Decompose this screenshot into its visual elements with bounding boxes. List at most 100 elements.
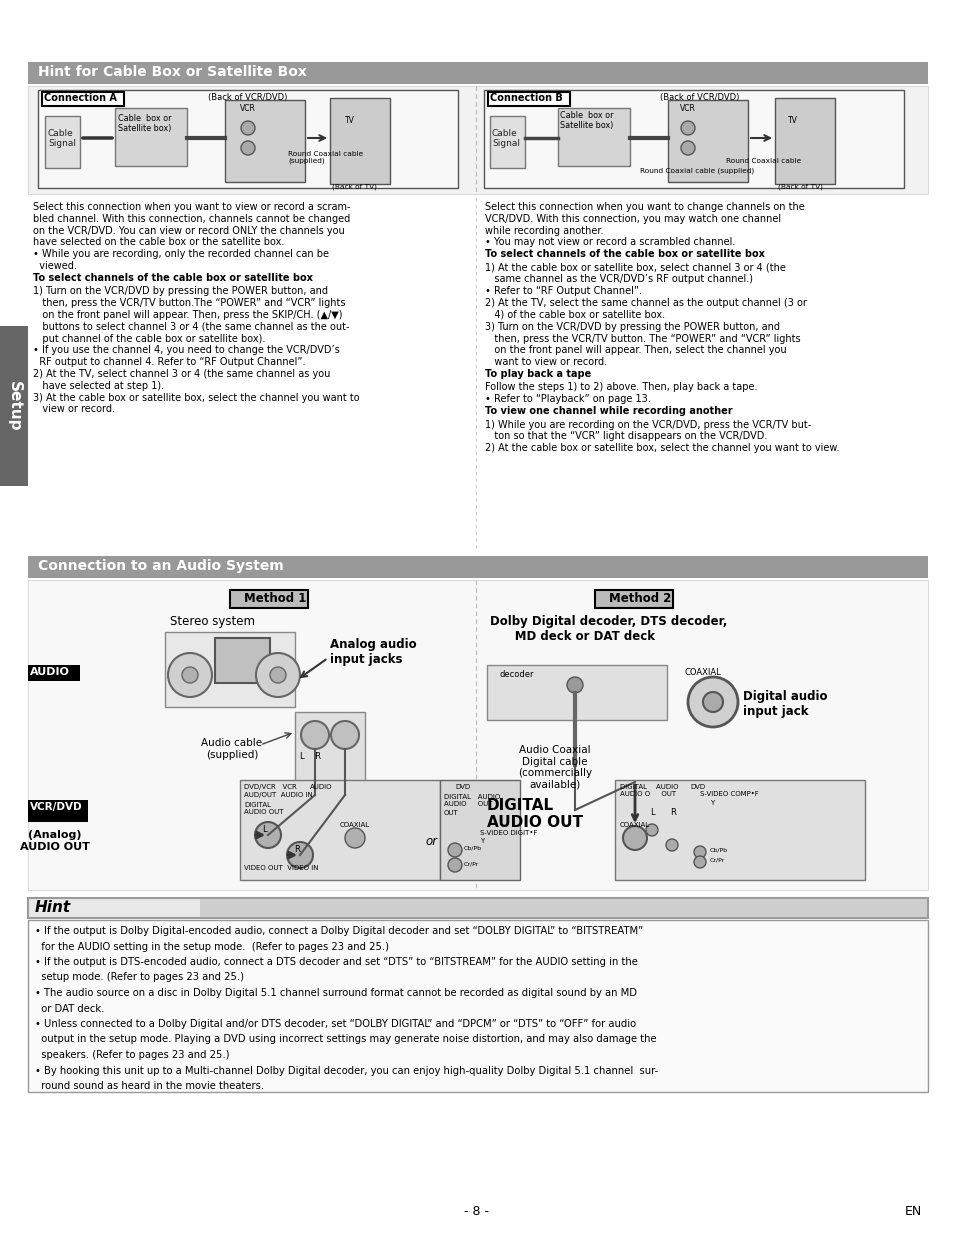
Text: decoder: decoder bbox=[499, 671, 534, 679]
Text: • Refer to “Playback” on page 13.: • Refer to “Playback” on page 13. bbox=[484, 394, 650, 404]
Text: COAXIAL: COAXIAL bbox=[619, 823, 649, 827]
Circle shape bbox=[680, 141, 695, 156]
Bar bbox=[28, 664, 80, 680]
Circle shape bbox=[622, 826, 646, 850]
Circle shape bbox=[665, 839, 678, 851]
Text: L: L bbox=[262, 825, 266, 834]
Text: - 8 -: - 8 - bbox=[464, 1205, 489, 1218]
Text: Audio cable
(supplied): Audio cable (supplied) bbox=[201, 739, 262, 760]
Text: same channel as the VCR/DVD’s RF output channel.): same channel as the VCR/DVD’s RF output … bbox=[484, 274, 752, 284]
Circle shape bbox=[693, 856, 705, 868]
Bar bbox=[330, 98, 390, 184]
Text: 1) Turn on the VCR/DVD by pressing the POWER button, and: 1) Turn on the VCR/DVD by pressing the P… bbox=[33, 287, 328, 296]
Text: (Analog)
AUDIO OUT: (Analog) AUDIO OUT bbox=[20, 830, 90, 852]
Bar bbox=[230, 590, 308, 608]
Text: on the front panel will appear. Then, select the channel you: on the front panel will appear. Then, se… bbox=[484, 346, 786, 356]
Text: Cr/Pr: Cr/Pr bbox=[463, 861, 478, 866]
Text: • Refer to “RF Output Channel”.: • Refer to “RF Output Channel”. bbox=[484, 287, 641, 296]
Text: AUDIO: AUDIO bbox=[310, 784, 333, 790]
Bar bbox=[200, 898, 927, 918]
Text: • The audio source on a disc in Dolby Digital 5.1 channel surround format cannot: • The audio source on a disc in Dolby Di… bbox=[35, 988, 637, 998]
Circle shape bbox=[645, 824, 658, 836]
Text: S-VIDEO COMP•F: S-VIDEO COMP•F bbox=[700, 790, 758, 797]
Text: Cable  box or
Satellite box): Cable box or Satellite box) bbox=[118, 114, 172, 133]
Bar bbox=[439, 781, 519, 881]
Text: Connection A: Connection A bbox=[44, 93, 117, 103]
Bar bbox=[615, 781, 864, 881]
Text: Cb/Pb: Cb/Pb bbox=[463, 846, 481, 851]
Text: 3) At the cable box or satellite box, select the channel you want to: 3) At the cable box or satellite box, se… bbox=[33, 393, 359, 403]
Text: To select channels of the cable box or satellite box: To select channels of the cable box or s… bbox=[484, 249, 764, 259]
Bar bbox=[490, 116, 524, 168]
Text: RF output to channel 4. Refer to “RF Output Channel”.: RF output to channel 4. Refer to “RF Out… bbox=[33, 357, 305, 367]
Text: Hint for Cable Box or Satellite Box: Hint for Cable Box or Satellite Box bbox=[38, 65, 307, 79]
Text: L    R: L R bbox=[299, 752, 320, 761]
Text: AUDIO O     OUT: AUDIO O OUT bbox=[619, 790, 676, 797]
Text: Select this connection when you want to view or record a scram-: Select this connection when you want to … bbox=[33, 203, 350, 212]
Text: 2) At the cable box or satellite box, select the channel you want to view.: 2) At the cable box or satellite box, se… bbox=[484, 443, 839, 453]
Text: • Unless connected to a Dolby Digital and/or DTS decoder, set “DOLBY DIGITAL” an: • Unless connected to a Dolby Digital an… bbox=[35, 1019, 636, 1029]
Text: L: L bbox=[649, 808, 654, 818]
Text: for the AUDIO setting in the setup mode.  (Refer to pages 23 and 25.): for the AUDIO setting in the setup mode.… bbox=[35, 941, 389, 951]
Text: To select channels of the cable box or satellite box: To select channels of the cable box or s… bbox=[33, 273, 313, 283]
Text: 2) At the TV, select the same channel as the output channel (3 or: 2) At the TV, select the same channel as… bbox=[484, 298, 806, 308]
Text: AUDIO OUT: AUDIO OUT bbox=[244, 809, 283, 815]
Text: or DAT deck.: or DAT deck. bbox=[35, 1004, 104, 1014]
Text: Cb/Pb: Cb/Pb bbox=[709, 848, 727, 853]
Circle shape bbox=[448, 858, 461, 872]
Text: Dolby Digital decoder, DTS decoder,
      MD deck or DAT deck: Dolby Digital decoder, DTS decoder, MD d… bbox=[490, 615, 726, 643]
Bar bbox=[225, 100, 305, 182]
Text: • If you use the channel 4, you need to change the VCR/DVD’s: • If you use the channel 4, you need to … bbox=[33, 346, 339, 356]
Text: want to view or record.: want to view or record. bbox=[484, 357, 606, 367]
Text: 4) of the cable box or satellite box.: 4) of the cable box or satellite box. bbox=[484, 310, 664, 320]
Bar bbox=[214, 638, 270, 683]
Text: Round Coaxial cable
(supplied): Round Coaxial cable (supplied) bbox=[288, 151, 363, 164]
Text: To view one channel while recording another: To view one channel while recording anot… bbox=[484, 406, 732, 416]
Text: R: R bbox=[669, 808, 675, 818]
Bar bbox=[28, 556, 927, 578]
Circle shape bbox=[702, 692, 722, 713]
Text: Audio Coaxial
Digital cable
(commercially
available): Audio Coaxial Digital cable (commerciall… bbox=[517, 745, 592, 790]
Text: then, press the VCR/TV button. The “POWER” and “VCR” lights: then, press the VCR/TV button. The “POWE… bbox=[484, 333, 800, 343]
Bar bbox=[667, 100, 747, 182]
Text: while recording another.: while recording another. bbox=[484, 226, 603, 236]
Circle shape bbox=[255, 653, 299, 697]
Bar bbox=[28, 580, 927, 890]
Text: Cable  box or
Satellite box): Cable box or Satellite box) bbox=[559, 111, 613, 131]
Text: DIGITAL   AUDIO: DIGITAL AUDIO bbox=[443, 794, 499, 800]
Text: Follow the steps 1) to 2) above. Then, play back a tape.: Follow the steps 1) to 2) above. Then, p… bbox=[484, 383, 757, 393]
Text: output in the setup mode. Playing a DVD using incorrect settings may generate no: output in the setup mode. Playing a DVD … bbox=[35, 1035, 656, 1045]
Circle shape bbox=[168, 653, 212, 697]
Text: AUDIO: AUDIO bbox=[30, 667, 70, 677]
Text: view or record.: view or record. bbox=[33, 404, 115, 414]
Text: Analog audio
input jacks: Analog audio input jacks bbox=[330, 638, 416, 666]
Circle shape bbox=[448, 844, 461, 857]
Text: viewed.: viewed. bbox=[33, 261, 77, 270]
Bar bbox=[28, 898, 927, 918]
Text: DVD: DVD bbox=[689, 784, 704, 790]
Bar bbox=[28, 62, 927, 84]
Bar bbox=[38, 90, 457, 188]
Text: • While you are recording, only the recorded channel can be: • While you are recording, only the reco… bbox=[33, 249, 329, 259]
Text: TV: TV bbox=[345, 116, 355, 125]
Bar bbox=[558, 107, 629, 165]
Bar bbox=[28, 86, 927, 194]
Text: To play back a tape: To play back a tape bbox=[484, 369, 591, 379]
Bar bbox=[42, 91, 124, 106]
Circle shape bbox=[287, 842, 313, 868]
Text: Setup: Setup bbox=[7, 380, 22, 431]
Text: EN: EN bbox=[904, 1205, 922, 1218]
Text: Select this connection when you want to change channels on the: Select this connection when you want to … bbox=[484, 203, 804, 212]
Text: Hint: Hint bbox=[35, 900, 71, 915]
Text: R: R bbox=[294, 845, 299, 853]
Circle shape bbox=[270, 667, 286, 683]
Circle shape bbox=[693, 846, 705, 858]
Text: VCR: VCR bbox=[240, 104, 255, 112]
Text: Connection to an Audio System: Connection to an Audio System bbox=[38, 559, 283, 573]
Circle shape bbox=[241, 121, 254, 135]
Text: Connection B: Connection B bbox=[490, 93, 562, 103]
Text: Stereo system: Stereo system bbox=[170, 615, 254, 629]
Text: DVD: DVD bbox=[455, 784, 470, 790]
Circle shape bbox=[331, 721, 358, 748]
Text: S-VIDEO DIGIT•F: S-VIDEO DIGIT•F bbox=[479, 830, 537, 836]
